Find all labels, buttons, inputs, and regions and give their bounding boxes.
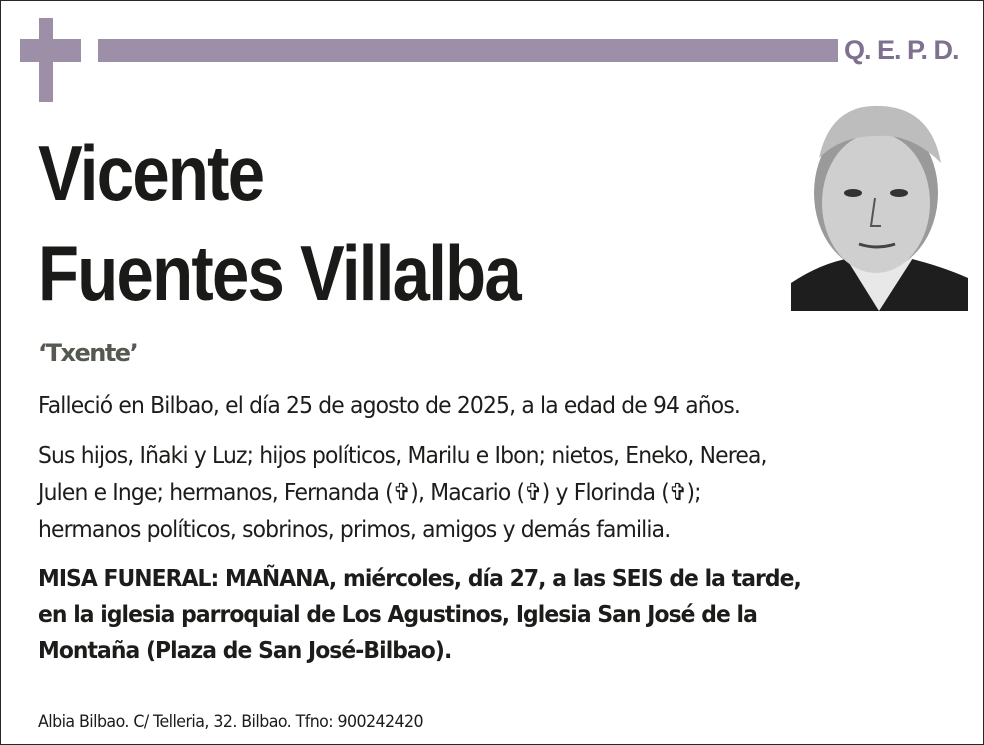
first-name: Vicente (38, 129, 265, 217)
cross-icon-arm (20, 39, 81, 62)
family-line: Sus hijos, Iñaki y Luz; hijos políticos,… (38, 441, 768, 469)
funeral-home-contact: Albia Bilbao. C/ Telleria, 32. Bilbao. T… (38, 712, 424, 732)
nickname: ‘Txente’ (38, 339, 139, 367)
surnames: Fuentes Villalba (38, 229, 522, 317)
portrait-photo (791, 98, 968, 311)
family-line: Julen e Inge; hermanos, Fernanda (✞), Ma… (38, 478, 702, 506)
family-line: hermanos políticos, sobrinos, primos, am… (38, 515, 671, 543)
qepd-label: Q. E. P. D. (844, 35, 960, 65)
funeral-line: en la iglesia parroquial de Los Agustino… (38, 600, 758, 628)
funeral-line: Montaña (Plaza de San José-Bilbao). (38, 636, 452, 664)
death-notice: Falleció en Bilbao, el día 25 de agosto … (38, 391, 741, 419)
header-bar (98, 39, 838, 62)
funeral-line: MISA FUNERAL: MAÑANA, miércoles, día 27,… (38, 564, 802, 592)
